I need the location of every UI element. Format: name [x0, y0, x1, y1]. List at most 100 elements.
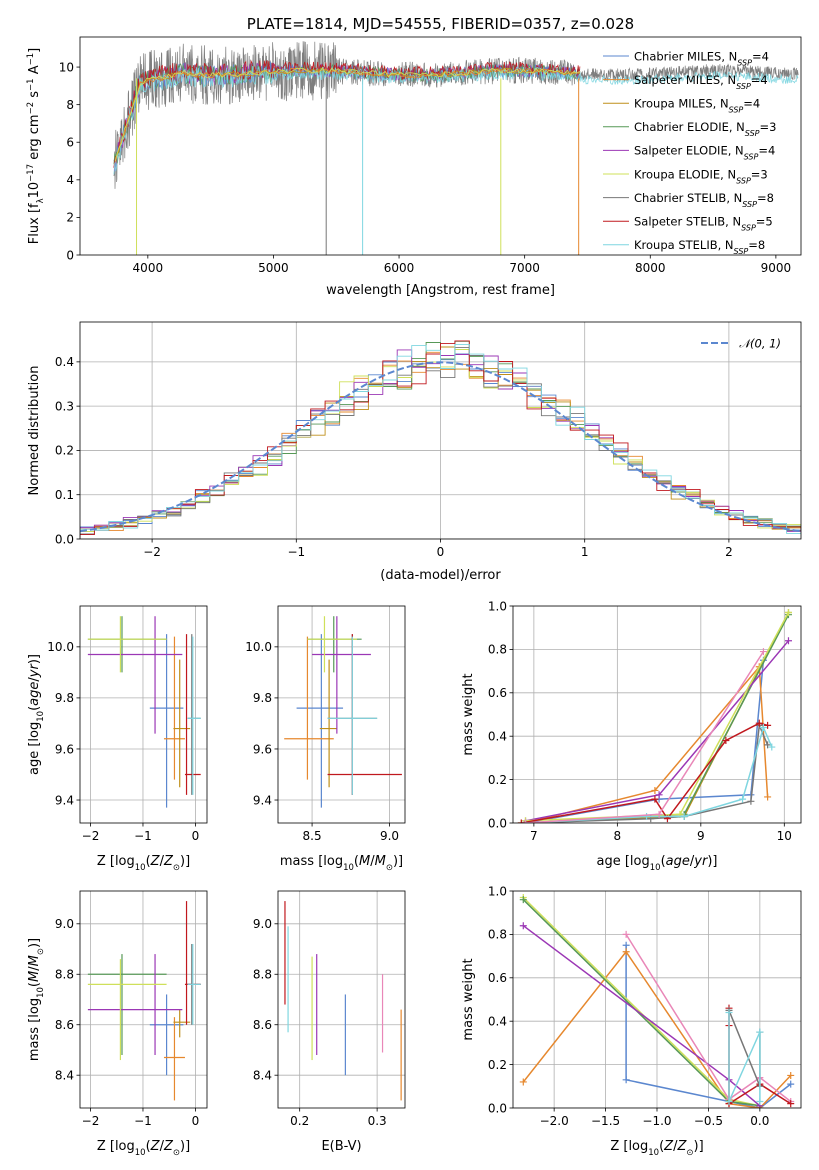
- errorbar-point: [87, 616, 183, 734]
- x-tick-label: 8000: [635, 261, 666, 275]
- weight-line: [728, 1012, 761, 1102]
- model-line-2: [114, 67, 581, 159]
- axes-frame: [277, 890, 406, 1109]
- panel-age_vs_mass: 8.5 9.0 9.4 9.6 9.8 10.0 mass [log10(M/M⊙)]: [245, 605, 406, 873]
- x-axis-label: mass [log10(M/M⊙)]: [280, 854, 403, 873]
- x-tick-label: 9: [697, 829, 705, 843]
- errorbar-point: [173, 659, 191, 788]
- weight-line: [525, 640, 790, 822]
- weight-marker: [784, 609, 792, 617]
- plot-area-spectrum: [113, 41, 799, 255]
- y-tick-label: 9.4: [55, 793, 74, 807]
- weight-marker: [787, 1071, 795, 1079]
- weight-line: [521, 722, 768, 823]
- axes-frame: [79, 605, 208, 824]
- weight-marker: [622, 1076, 630, 1084]
- legend-label: Kroupa ELODIE, NSSP=3: [634, 167, 768, 185]
- x-tick-label: −1.0: [642, 1114, 671, 1128]
- errorbar-point: [87, 616, 167, 673]
- y-tick-label: 9.8: [253, 691, 272, 705]
- weight-marker: [759, 724, 767, 732]
- legend-label: Chabrier ELODIE, NSSP=3: [634, 120, 776, 138]
- axes-frame: [512, 890, 802, 1109]
- weight-line: [525, 722, 769, 823]
- weight-marker: [622, 930, 630, 938]
- y-axis-label: mass [log10(M/M⊙)]: [27, 938, 46, 1061]
- panel-mass_vs_z: −2 −1 0 8.4 8.6 8.8 9.0 Z [log10(Z/Z⊙)] mass [lo…: [27, 890, 208, 1158]
- weight-marker: [739, 795, 747, 803]
- x-axis-label: E(B-V): [321, 1139, 361, 1154]
- errorbar-point: [187, 634, 201, 795]
- x-tick-label: 9000: [761, 261, 792, 275]
- y-tick-label: 10.0: [47, 640, 74, 654]
- x-tick-label: 5000: [258, 261, 289, 275]
- errorbar-point: [327, 636, 378, 795]
- errorbar-point: [173, 1009, 191, 1038]
- normal-curve: [80, 361, 801, 533]
- weight-marker: [522, 819, 530, 823]
- weight-marker: [747, 797, 755, 805]
- weight-marker: [655, 791, 663, 799]
- y-tick-label: 9.0: [55, 917, 74, 931]
- weight-line: [525, 725, 773, 823]
- weight-series-9: [522, 648, 767, 823]
- weight-marker: [787, 1080, 795, 1088]
- errorbar-point: [284, 636, 334, 780]
- y-axis-label: age [log10(age/yr)]: [27, 654, 46, 775]
- y-tick-label: 1.0: [488, 599, 507, 613]
- y-tick-label: 0.4: [55, 355, 74, 369]
- weight-line: [625, 934, 792, 1103]
- plot-area-mass_vs_z: [80, 891, 207, 1108]
- panel-age_vs_z: −2 −1 0 9.4 9.6 9.8 10.0 Z [log10(Z/Z⊙)] age [lo…: [27, 605, 208, 873]
- weight-marker: [764, 741, 772, 749]
- legend-label: Salpeter STELIB, NSSP=5: [634, 215, 773, 233]
- axes-frame: [79, 36, 802, 256]
- weight-marker: [519, 1078, 527, 1086]
- x-tick-label: −2.0: [540, 1114, 569, 1128]
- errorbar-point: [296, 634, 344, 808]
- y-tick-label: 8.4: [55, 1068, 74, 1082]
- y-tick-label: 0.0: [55, 532, 74, 546]
- axes-frame: [512, 605, 802, 824]
- x-tick-label: −2: [82, 1114, 100, 1128]
- y-tick-label: 9.4: [253, 793, 272, 807]
- errorbar-point: [187, 943, 201, 1025]
- weight-line: [522, 899, 761, 1107]
- axes-frame: [277, 605, 406, 824]
- weight-marker: [725, 1097, 733, 1105]
- x-tick-label: 10: [777, 829, 792, 843]
- y-tick-label: 0.6: [488, 971, 507, 985]
- panel-mass_vs_ebv: 0.2 0.3 8.4 8.6 8.8 9.0 E(B-V): [253, 890, 406, 1154]
- legend-label: Chabrier MILES, NSSP=4: [634, 49, 769, 67]
- y-axis-label: Flux [fλ10−17 erg cm−2 s−1 A−1]: [26, 48, 46, 244]
- y-tick-label: 0.1: [55, 488, 74, 502]
- weight-series-8: [522, 724, 776, 823]
- y-tick-label: 0.4: [488, 1015, 507, 1029]
- y-axis-label: mass weight: [461, 673, 476, 755]
- y-tick-label: 9.0: [253, 917, 272, 931]
- weight-marker: [643, 812, 651, 820]
- weight-marker: [517, 819, 525, 823]
- weight-marker: [651, 786, 659, 794]
- weight-line: [525, 612, 790, 822]
- errorbar-point: [307, 616, 357, 673]
- x-tick-label: −1: [134, 829, 152, 843]
- weight-marker: [651, 795, 659, 803]
- y-tick-label: 8.6: [253, 1018, 272, 1032]
- weight-marker: [768, 743, 776, 751]
- legend-label: Kroupa STELIB, NSSP=8: [634, 238, 765, 256]
- weight-series-6: [522, 721, 772, 823]
- y-tick-label: 0.2: [488, 773, 507, 787]
- x-tick-label: −2: [82, 829, 100, 843]
- weight-marker: [755, 719, 763, 727]
- x-tick-label: 7000: [509, 261, 540, 275]
- x-axis-label: Z [log10(Z/Z⊙)]: [97, 1139, 190, 1158]
- legend-label: Chabrier STELIB, NSSP=8: [634, 191, 774, 209]
- x-tick-label: 8.5: [303, 829, 322, 843]
- errorbar-point: [319, 659, 337, 788]
- y-tick-label: 0.8: [488, 643, 507, 657]
- weight-marker: [722, 737, 730, 745]
- plot-area-weight_vs_age: [513, 606, 801, 823]
- x-tick-label: −1: [287, 545, 305, 559]
